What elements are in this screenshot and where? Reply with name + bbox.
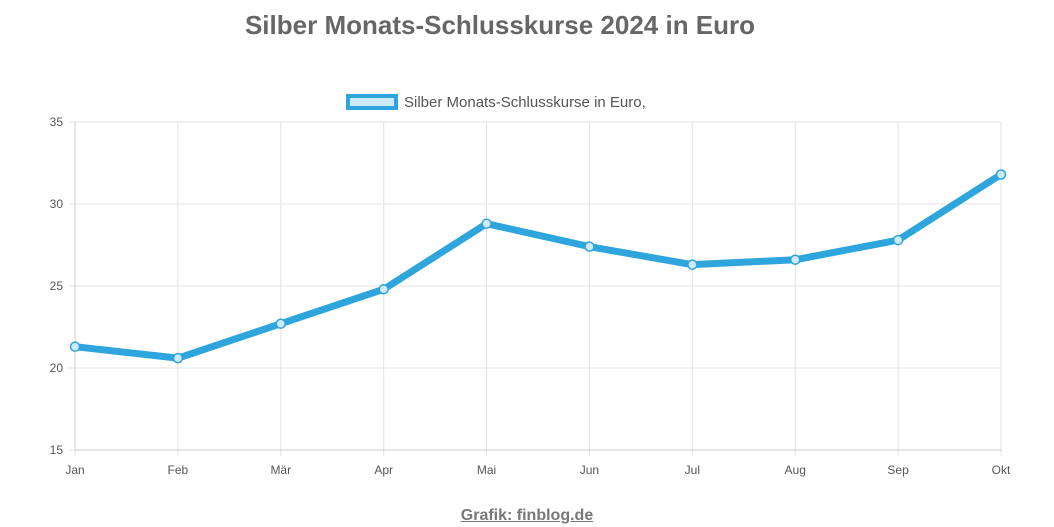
- x-tick-label: Okt: [992, 463, 1011, 477]
- y-tick-label: 35: [50, 115, 64, 129]
- x-tick-label: Feb: [168, 463, 189, 477]
- data-point[interactable]: [995, 169, 1007, 180]
- y-tick-label: 15: [50, 443, 64, 457]
- legend-swatch: [346, 94, 398, 110]
- data-point[interactable]: [172, 352, 184, 364]
- data-point[interactable]: [892, 234, 904, 246]
- series-line: [71, 170, 1005, 362]
- y-tick-label: 30: [50, 197, 64, 211]
- credit-link[interactable]: Grafik: finblog.de: [460, 507, 594, 524]
- data-point[interactable]: [584, 241, 595, 252]
- data-point[interactable]: [275, 318, 287, 329]
- legend-label: Silber Monats-Schlusskurse in Euro,: [404, 93, 646, 111]
- chart-title: Silber Monats-Schlusskurse 2024 in Euro: [244, 10, 756, 40]
- x-tick-label: Jul: [685, 463, 700, 477]
- legend[interactable]: Silber Monats-Schlusskurse in Euro,: [346, 91, 646, 113]
- x-tick-label: Apr: [374, 463, 393, 477]
- x-tick-label: Jun: [580, 463, 599, 477]
- y-tick-label: 25: [50, 279, 64, 293]
- data-point[interactable]: [69, 341, 81, 352]
- data-point[interactable]: [789, 254, 801, 266]
- x-tick-label: Mär: [270, 463, 291, 477]
- y-tick-label: 20: [50, 361, 64, 375]
- x-tick-label: Mai: [477, 463, 496, 477]
- data-point[interactable]: [481, 218, 492, 229]
- data-point[interactable]: [378, 284, 389, 295]
- x-tick-label: Sep: [887, 463, 909, 477]
- data-point[interactable]: [687, 259, 698, 270]
- x-tick-label: Jan: [65, 463, 84, 477]
- x-tick-label: Aug: [785, 463, 806, 477]
